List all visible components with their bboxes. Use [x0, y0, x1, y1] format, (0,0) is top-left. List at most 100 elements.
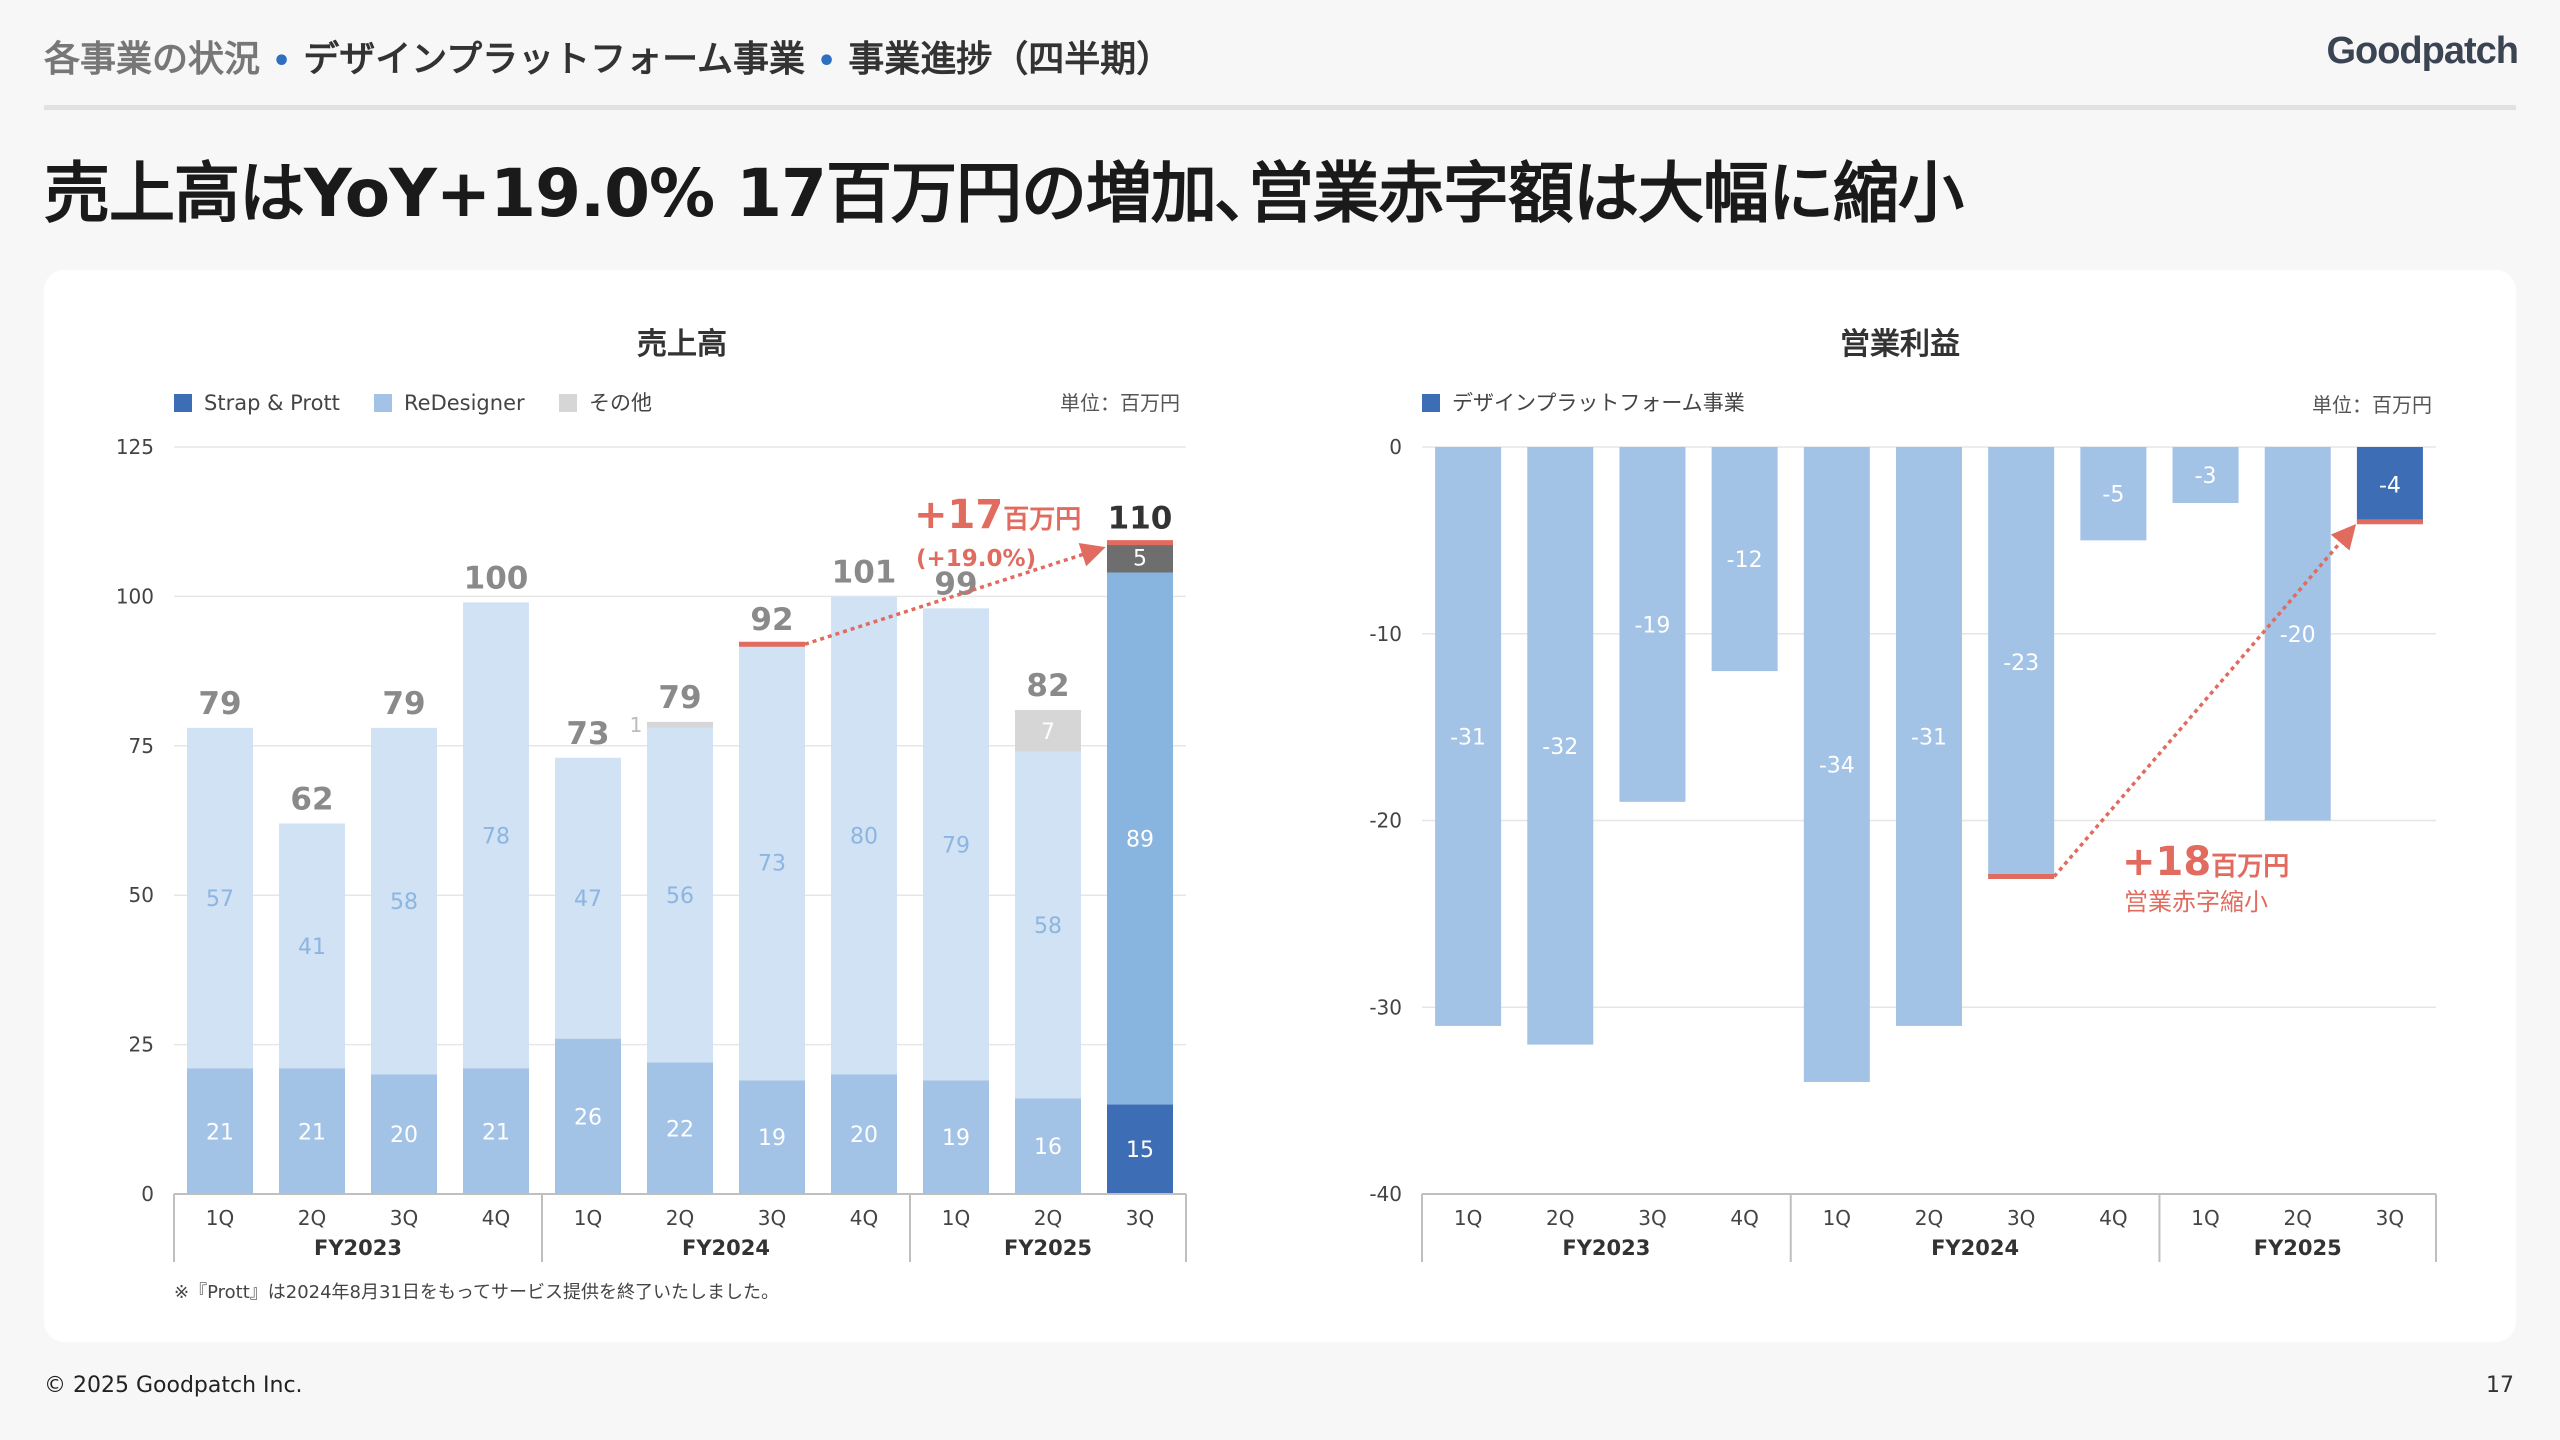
total-label: 101: [832, 554, 897, 590]
breadcrumb-separator: •: [272, 44, 292, 79]
unit-label: 単位：百万円: [1060, 391, 1180, 415]
y-tick-label: 100: [116, 584, 154, 608]
x-tick-label: 1Q: [1454, 1206, 1482, 1230]
legend-swatch: [1422, 394, 1440, 412]
y-tick-label: 25: [129, 1033, 154, 1057]
profit-bar: [1896, 447, 1962, 1026]
bar-segment-bottom: [923, 1080, 989, 1194]
breadcrumb: 各事業の状況 • デザインプラットフォーム事業 • 事業進捗（四半期）: [44, 30, 1172, 82]
breadcrumb-item: デザインプラットフォーム事業: [303, 39, 806, 80]
data-label: 22: [666, 1117, 694, 1142]
y-tick-label: 0: [1389, 435, 1402, 459]
profit-bar: [1527, 447, 1594, 1045]
bar-segment-middle: [279, 823, 345, 1069]
data-label: -31: [1450, 725, 1486, 750]
total-label: 79: [198, 686, 241, 722]
total-label: 110: [1108, 501, 1173, 537]
improvement-annotation: +18百万円: [2122, 839, 2289, 885]
bar-segment-top: [1015, 709, 1081, 752]
x-tick-label: 3Q: [390, 1206, 418, 1230]
data-label: 56: [666, 884, 694, 909]
bar-segment-middle: [371, 727, 437, 1075]
y-tick-label: 75: [129, 734, 154, 758]
bar-segment-bottom: [739, 1080, 805, 1194]
data-label: 21: [298, 1120, 326, 1145]
bar-segment-middle: [923, 608, 989, 1081]
y-tick-label: 0: [141, 1182, 154, 1206]
x-tick-label: 2Q: [666, 1206, 694, 1230]
x-tick-label: 2Q: [298, 1206, 326, 1230]
x-tick-label: 3Q: [1126, 1206, 1154, 1230]
data-label: 16: [1034, 1135, 1062, 1160]
data-label: 79: [942, 833, 970, 858]
data-label: -31: [1911, 725, 1947, 750]
data-label: 15: [1126, 1138, 1154, 1163]
profit-bar: [2080, 447, 2147, 541]
total-label: 82: [1026, 668, 1069, 704]
total-label: 99: [934, 566, 977, 602]
profit-bar: [1435, 447, 1502, 1026]
bar-segment-middle: [463, 602, 529, 1069]
breadcrumb-item: 事業進捗（四半期）: [848, 39, 1173, 80]
bar-segment-middle: [647, 727, 713, 1063]
bar-segment-top: [1107, 542, 1173, 573]
profit-bar: [2356, 447, 2423, 522]
profit-chart-title: 営業利益: [1840, 327, 1960, 362]
total-label: 79: [658, 680, 701, 716]
charts-panel: 売上高 Strap & Prott ReDesigner その他 単位：百万円 125 10…: [44, 270, 2516, 1342]
x-tick-label: 1Q: [1823, 1206, 1851, 1230]
data-label: 73: [758, 851, 786, 876]
legend-swatch: [174, 394, 192, 412]
legend-swatch: [374, 394, 392, 412]
total-label: 73: [566, 716, 609, 752]
breadcrumb-separator: •: [817, 44, 837, 79]
y-tick-label: 125: [116, 435, 154, 459]
x-tick-label: 4Q: [482, 1206, 510, 1230]
x-tick-label: 4Q: [1730, 1206, 1758, 1230]
data-label: -3: [2195, 464, 2217, 489]
fiscal-year-label: FY2025: [1004, 1236, 1092, 1260]
data-label: 21: [482, 1120, 510, 1145]
bar-segment-bottom: [647, 1062, 713, 1194]
data-label: -20: [2280, 623, 2316, 648]
profit-bar: [2264, 447, 2331, 821]
x-tick-label: 3Q: [758, 1206, 786, 1230]
legend-swatch: [559, 394, 577, 412]
page-number: 17: [2486, 1373, 2514, 1398]
breadcrumb-item: 各事業の状況: [44, 39, 261, 80]
profit-bar: [1711, 447, 1778, 672]
x-tick-label: 1Q: [206, 1206, 234, 1230]
x-tick-label: 1Q: [2191, 1206, 2219, 1230]
x-tick-label: 1Q: [574, 1206, 602, 1230]
bar-segment-bottom: [371, 1074, 437, 1194]
y-tick-label: -30: [1369, 995, 1402, 1019]
legend-label: デザインプラットフォーム事業: [1452, 391, 1745, 415]
legend-label: その他: [589, 391, 652, 415]
total-label: 92: [750, 602, 793, 638]
data-label: -23: [2003, 651, 2039, 676]
bar-segment-middle: [1015, 751, 1081, 1099]
data-label: 58: [390, 890, 418, 915]
bar-segment-middle: [739, 644, 805, 1081]
data-label: 47: [574, 887, 602, 912]
data-label: -5: [2102, 483, 2124, 508]
data-label: -4: [2379, 473, 2401, 498]
x-tick-label: 2Q: [1546, 1206, 1574, 1230]
data-label: -34: [1819, 753, 1855, 778]
bar-segment-bottom: [1015, 1098, 1081, 1194]
bar-segment-bottom: [831, 1074, 897, 1194]
goodpatch-logo: Goodpatch: [2326, 30, 2519, 72]
data-label: -19: [1634, 613, 1670, 638]
bar-segment-bottom: [463, 1068, 529, 1194]
bar-segment-middle: [831, 596, 897, 1075]
growth-percentage: (+19.0%): [916, 546, 1036, 572]
bar-segment-bottom: [1107, 1104, 1173, 1194]
revenue-chart-title: 売上高: [637, 327, 727, 362]
legend-label: ReDesigner: [404, 391, 525, 415]
copyright: © 2025 Goodpatch Inc.: [44, 1373, 303, 1398]
data-label: -12: [1727, 548, 1763, 573]
fiscal-year-label: FY2025: [2254, 1236, 2342, 1260]
data-label: 78: [482, 824, 510, 849]
data-label: -32: [1542, 735, 1578, 760]
